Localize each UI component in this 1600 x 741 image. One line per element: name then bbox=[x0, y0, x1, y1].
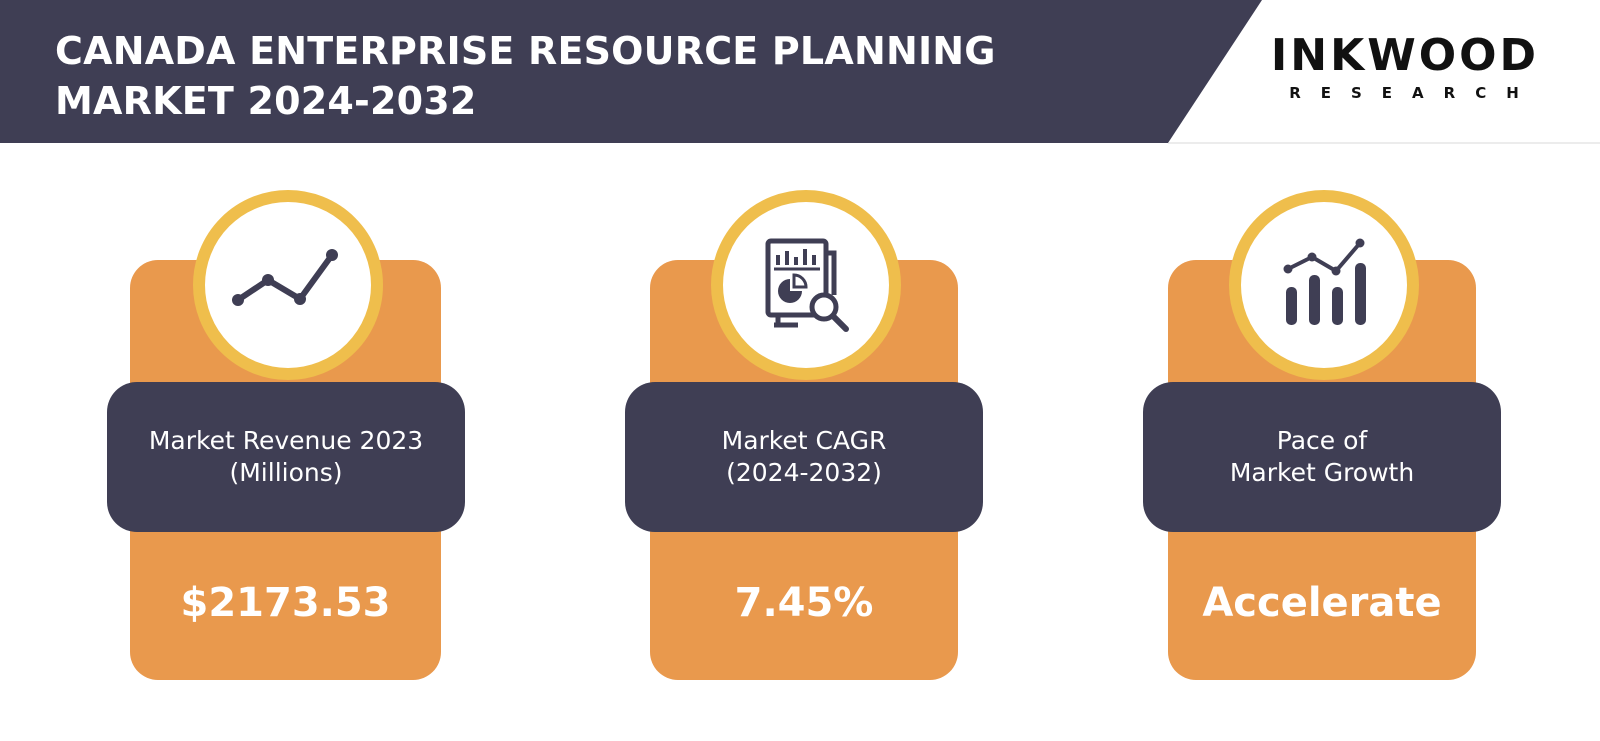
metric-value: $2173.53 bbox=[180, 580, 391, 626]
report-analysis-icon bbox=[765, 238, 849, 332]
header-band bbox=[0, 0, 1600, 144]
page-title: CANADA ENTERPRISE RESOURCE PLANNING MARK… bbox=[55, 26, 1155, 126]
metric-label-line-1: Market Revenue 2023 bbox=[148, 426, 424, 455]
icon-circle bbox=[193, 190, 383, 380]
header: CANADA ENTERPRISE RESOURCE PLANNING MARK… bbox=[0, 0, 1600, 145]
icon-circle bbox=[711, 190, 901, 380]
metric-label-line-2: Market Growth bbox=[1229, 458, 1415, 487]
metric-value: Accelerate bbox=[1202, 580, 1442, 626]
inkwood-logo: INKWOOD RESEARCH bbox=[1265, 30, 1545, 104]
metric-label-line-1: Market CAGR bbox=[721, 426, 887, 455]
metric-label-box: Market Revenue 2023 (Millions) bbox=[107, 382, 465, 532]
metric-label-line-2: (Millions) bbox=[229, 458, 343, 487]
metric-label-box: Pace of Market Growth bbox=[1143, 382, 1501, 532]
card-market-revenue: Market Revenue 2023 (Millions) $2173.53 bbox=[107, 190, 467, 680]
logo-subtitle: RESEARCH bbox=[1289, 84, 1539, 102]
bar-growth-icon bbox=[1283, 238, 1366, 325]
logo-wordmark: INKWOOD bbox=[1270, 30, 1540, 81]
card-market-growth: Pace of Market Growth Accelerate bbox=[1143, 190, 1503, 680]
metric-label-line-2: (2024-2032) bbox=[726, 458, 882, 487]
card-market-cagr: Market CAGR (2024-2032) 7.45% bbox=[625, 190, 985, 680]
icon-circle bbox=[1229, 190, 1419, 380]
title-line-1: CANADA ENTERPRISE RESOURCE PLANNING bbox=[55, 29, 996, 73]
title-line-2: MARKET 2024-2032 bbox=[55, 79, 477, 123]
metric-value: 7.45% bbox=[734, 580, 874, 626]
metric-label-line-1: Pace of bbox=[1276, 426, 1368, 455]
line-chart-icon bbox=[232, 249, 338, 306]
metric-label-box: Market CAGR (2024-2032) bbox=[625, 382, 983, 532]
